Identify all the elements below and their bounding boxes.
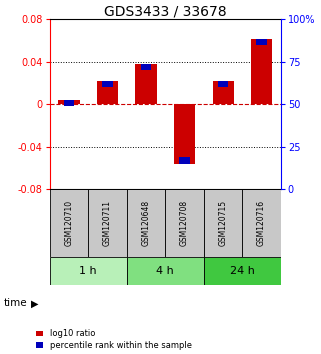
Bar bbox=[218, 81, 229, 87]
Bar bbox=[242, 189, 281, 257]
Bar bbox=[88, 189, 127, 257]
Text: GSM120708: GSM120708 bbox=[180, 200, 189, 246]
Bar bbox=[141, 64, 152, 70]
Bar bbox=[213, 81, 234, 104]
Bar bbox=[179, 158, 190, 164]
Bar bbox=[64, 100, 74, 107]
Text: time: time bbox=[3, 298, 27, 308]
Bar bbox=[127, 189, 165, 257]
Text: 4 h: 4 h bbox=[156, 266, 174, 276]
Bar bbox=[204, 189, 242, 257]
Text: GSM120711: GSM120711 bbox=[103, 200, 112, 246]
Bar bbox=[174, 104, 195, 164]
Bar bbox=[58, 100, 80, 104]
Bar bbox=[251, 39, 272, 104]
Text: GSM120716: GSM120716 bbox=[257, 200, 266, 246]
Bar bbox=[50, 257, 127, 285]
Bar bbox=[165, 189, 204, 257]
Bar bbox=[204, 257, 281, 285]
Bar bbox=[50, 189, 88, 257]
Bar bbox=[127, 257, 204, 285]
Bar bbox=[135, 64, 157, 104]
Text: 1 h: 1 h bbox=[80, 266, 97, 276]
Bar bbox=[256, 39, 267, 45]
Bar bbox=[97, 81, 118, 104]
Text: 24 h: 24 h bbox=[230, 266, 255, 276]
Text: GSM120648: GSM120648 bbox=[142, 200, 151, 246]
Title: GDS3433 / 33678: GDS3433 / 33678 bbox=[104, 4, 227, 18]
Text: GSM120715: GSM120715 bbox=[219, 200, 228, 246]
Bar bbox=[102, 81, 113, 87]
Text: GSM120710: GSM120710 bbox=[65, 200, 74, 246]
Text: ▶: ▶ bbox=[30, 298, 38, 308]
Legend: log10 ratio, percentile rank within the sample: log10 ratio, percentile rank within the … bbox=[36, 329, 192, 350]
